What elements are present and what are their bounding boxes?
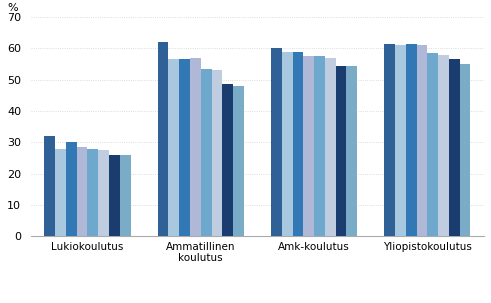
Y-axis label: %: % bbox=[7, 3, 18, 13]
Bar bbox=[55, 149, 66, 236]
Bar bbox=[168, 59, 179, 236]
Bar bbox=[449, 59, 460, 236]
Bar bbox=[87, 149, 98, 236]
Bar bbox=[384, 44, 395, 236]
Bar bbox=[303, 56, 314, 236]
Bar bbox=[120, 155, 131, 236]
Bar bbox=[417, 45, 427, 236]
Bar bbox=[222, 85, 233, 236]
Bar bbox=[158, 42, 168, 236]
Bar bbox=[314, 56, 325, 236]
Bar bbox=[271, 48, 282, 236]
Bar bbox=[201, 69, 212, 236]
Bar bbox=[346, 66, 357, 236]
Bar bbox=[325, 58, 336, 236]
Bar bbox=[282, 52, 293, 236]
Bar bbox=[190, 58, 201, 236]
Bar bbox=[77, 147, 87, 236]
Bar bbox=[438, 55, 449, 236]
Bar bbox=[427, 53, 438, 236]
Bar bbox=[98, 150, 109, 236]
Bar bbox=[233, 86, 244, 236]
Bar bbox=[293, 52, 303, 236]
Bar bbox=[179, 59, 190, 236]
Bar bbox=[212, 70, 222, 236]
Bar bbox=[460, 64, 470, 236]
Bar bbox=[66, 142, 77, 236]
Bar bbox=[395, 45, 406, 236]
Bar bbox=[406, 44, 417, 236]
Bar bbox=[109, 155, 120, 236]
Bar bbox=[44, 136, 55, 236]
Bar bbox=[336, 66, 346, 236]
